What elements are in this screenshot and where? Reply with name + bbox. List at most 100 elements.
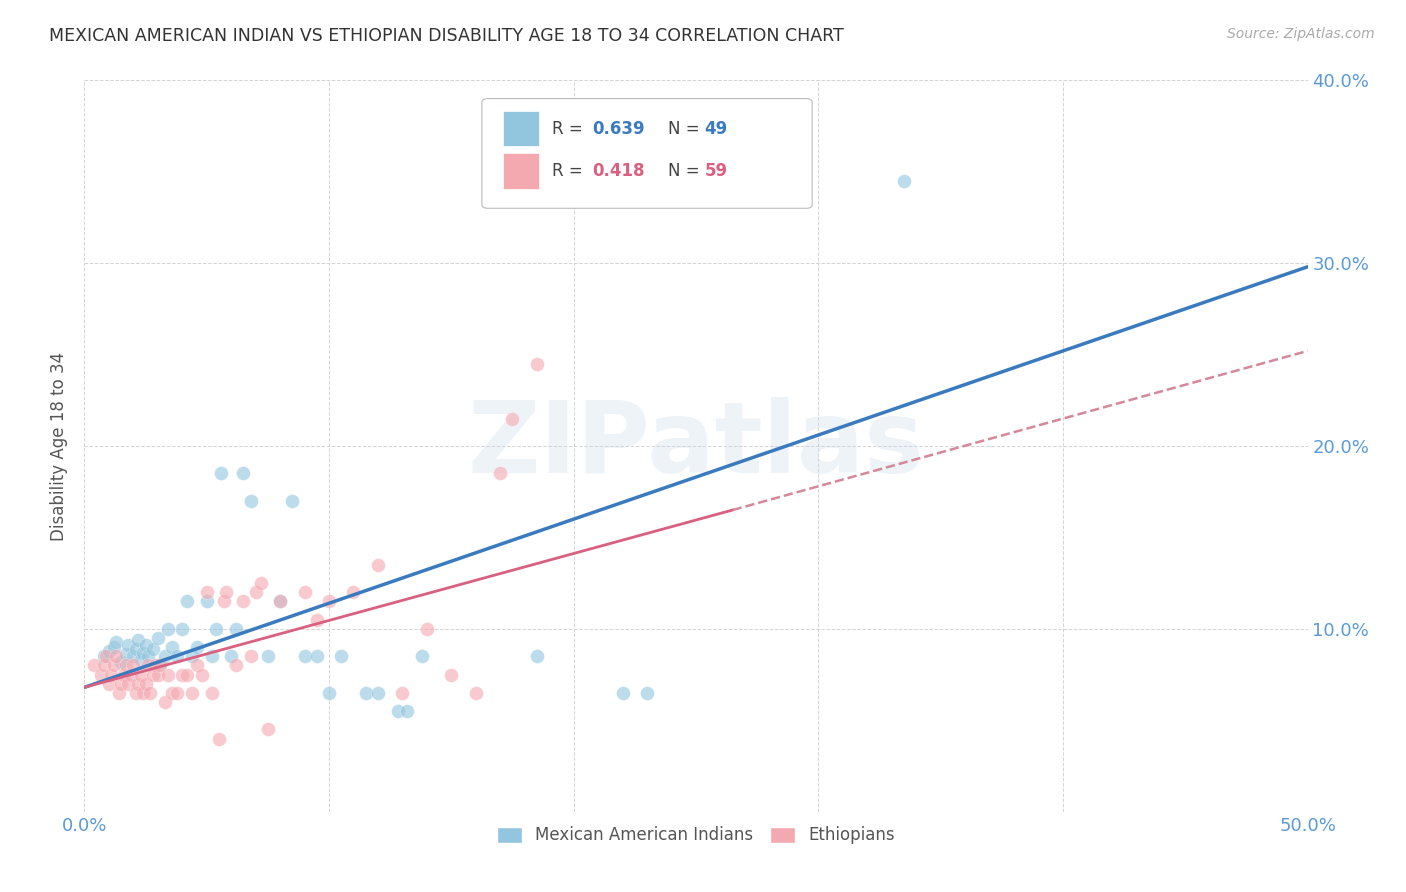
Text: N =: N = <box>668 162 704 180</box>
Point <box>232 467 254 481</box>
Point <box>103 640 125 655</box>
Point <box>200 686 222 700</box>
Point <box>305 649 328 664</box>
Point <box>162 686 184 700</box>
Point <box>136 649 159 664</box>
Point <box>129 667 152 681</box>
Point <box>136 658 159 673</box>
Point <box>125 686 148 700</box>
Point <box>135 638 157 652</box>
Point <box>464 686 486 700</box>
Point <box>135 676 157 690</box>
Point <box>143 658 166 673</box>
Text: 0.418: 0.418 <box>592 162 644 180</box>
Point <box>146 631 169 645</box>
FancyBboxPatch shape <box>503 111 540 146</box>
Point <box>103 658 125 673</box>
Point <box>105 634 128 648</box>
Point <box>305 613 328 627</box>
Point <box>612 686 634 700</box>
Point <box>354 686 377 700</box>
Point <box>257 649 280 664</box>
Point <box>294 649 316 664</box>
Point <box>195 585 218 599</box>
Point <box>209 467 232 481</box>
Point <box>416 622 439 636</box>
Point <box>166 649 188 664</box>
Point <box>294 585 316 599</box>
FancyBboxPatch shape <box>482 99 813 209</box>
Point <box>97 644 120 658</box>
Point <box>115 658 138 673</box>
Point <box>105 649 128 664</box>
Point <box>162 640 184 655</box>
Point <box>122 649 145 664</box>
Point <box>245 585 267 599</box>
Point <box>367 558 389 572</box>
Point <box>281 494 304 508</box>
Point <box>110 676 132 690</box>
Point <box>129 653 152 667</box>
Y-axis label: Disability Age 18 to 34: Disability Age 18 to 34 <box>51 351 69 541</box>
Point <box>526 649 548 664</box>
Point <box>122 658 145 673</box>
Point <box>127 676 149 690</box>
Point <box>269 594 291 608</box>
Point <box>440 667 463 681</box>
Point <box>100 667 122 681</box>
Point <box>149 657 172 671</box>
Point <box>208 731 231 746</box>
Text: 49: 49 <box>704 120 728 137</box>
Point <box>502 411 524 425</box>
Point <box>181 686 204 700</box>
Point <box>153 649 176 664</box>
Point <box>110 655 132 669</box>
Point <box>142 642 165 657</box>
Point <box>181 649 204 664</box>
Text: ZIPatlas: ZIPatlas <box>468 398 924 494</box>
Point <box>387 704 409 718</box>
Point <box>139 686 162 700</box>
Point <box>112 667 135 681</box>
Point <box>239 494 262 508</box>
Point <box>132 646 155 660</box>
Point <box>176 594 198 608</box>
Text: 0.639: 0.639 <box>592 120 644 137</box>
Point <box>97 676 120 690</box>
Point <box>342 585 364 599</box>
Point <box>411 649 433 664</box>
Point <box>172 667 194 681</box>
Point <box>391 686 413 700</box>
Point <box>166 686 188 700</box>
FancyBboxPatch shape <box>503 153 540 188</box>
Point <box>96 649 118 664</box>
Point <box>367 686 389 700</box>
Text: N =: N = <box>668 120 704 137</box>
Point <box>225 622 247 636</box>
Point <box>257 723 280 737</box>
Point <box>149 658 172 673</box>
Point <box>219 649 242 664</box>
Point <box>526 357 548 371</box>
Point <box>212 594 235 608</box>
Point <box>249 576 271 591</box>
Text: Source: ZipAtlas.com: Source: ZipAtlas.com <box>1227 27 1375 41</box>
Point <box>156 667 179 681</box>
Point <box>239 649 262 664</box>
Point <box>107 686 129 700</box>
Text: 59: 59 <box>704 162 728 180</box>
Point <box>127 632 149 647</box>
Point <box>200 649 222 664</box>
Point <box>115 648 138 662</box>
Point <box>142 667 165 681</box>
Point <box>489 467 512 481</box>
Point <box>195 594 218 608</box>
Point <box>146 667 169 681</box>
Point <box>186 640 208 655</box>
Point <box>132 686 155 700</box>
Point <box>176 667 198 681</box>
Point <box>186 658 208 673</box>
Point <box>232 594 254 608</box>
Text: R =: R = <box>551 120 588 137</box>
Point <box>90 667 112 681</box>
